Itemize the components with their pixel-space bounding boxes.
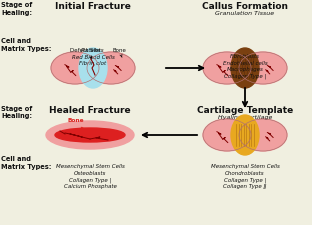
Text: Bone: Bone bbox=[112, 48, 126, 58]
Ellipse shape bbox=[51, 53, 99, 85]
Text: Healed Fracture: Healed Fracture bbox=[49, 106, 131, 115]
Text: Bone: Bone bbox=[68, 117, 85, 130]
Ellipse shape bbox=[231, 115, 259, 155]
Ellipse shape bbox=[203, 119, 251, 151]
Ellipse shape bbox=[87, 53, 135, 85]
Text: Defect Site: Defect Site bbox=[70, 48, 100, 59]
Text: Platelets
Red Blood Cells
Fibrin clot: Platelets Red Blood Cells Fibrin clot bbox=[71, 48, 115, 66]
Text: Cell and
Matrix Types:: Cell and Matrix Types: bbox=[1, 38, 51, 51]
Text: Mesenchymal Stem Cells
Osteoblasts
Collagen Type |
Calcium Phosphate: Mesenchymal Stem Cells Osteoblasts Colla… bbox=[56, 163, 124, 189]
Text: Cartilage Template: Cartilage Template bbox=[197, 106, 293, 115]
Text: Mesenchymal Stem Cells
Chondroblasts
Collagen Type |
Collagen Type ǁ: Mesenchymal Stem Cells Chondroblasts Col… bbox=[211, 163, 280, 189]
Ellipse shape bbox=[46, 122, 134, 149]
Text: Stage of
Healing:: Stage of Healing: bbox=[1, 2, 32, 16]
Text: Granulation Tissue: Granulation Tissue bbox=[216, 11, 275, 16]
Ellipse shape bbox=[203, 53, 251, 85]
Ellipse shape bbox=[55, 128, 125, 142]
Text: Cell and
Matrix Types:: Cell and Matrix Types: bbox=[1, 155, 51, 169]
Text: Initial Fracture: Initial Fracture bbox=[55, 2, 131, 11]
Text: Fibroblasts
Endothelial cells
Macrophages
Collagen Type |: Fibroblasts Endothelial cells Macrophage… bbox=[223, 54, 267, 79]
Ellipse shape bbox=[79, 49, 107, 89]
Ellipse shape bbox=[239, 53, 287, 85]
Text: Stage of
Healing:: Stage of Healing: bbox=[1, 106, 32, 119]
Text: Hyaline Cartilage: Hyaline Cartilage bbox=[218, 115, 272, 119]
Ellipse shape bbox=[239, 119, 287, 151]
Text: Callus Formation: Callus Formation bbox=[202, 2, 288, 11]
Ellipse shape bbox=[231, 49, 259, 89]
